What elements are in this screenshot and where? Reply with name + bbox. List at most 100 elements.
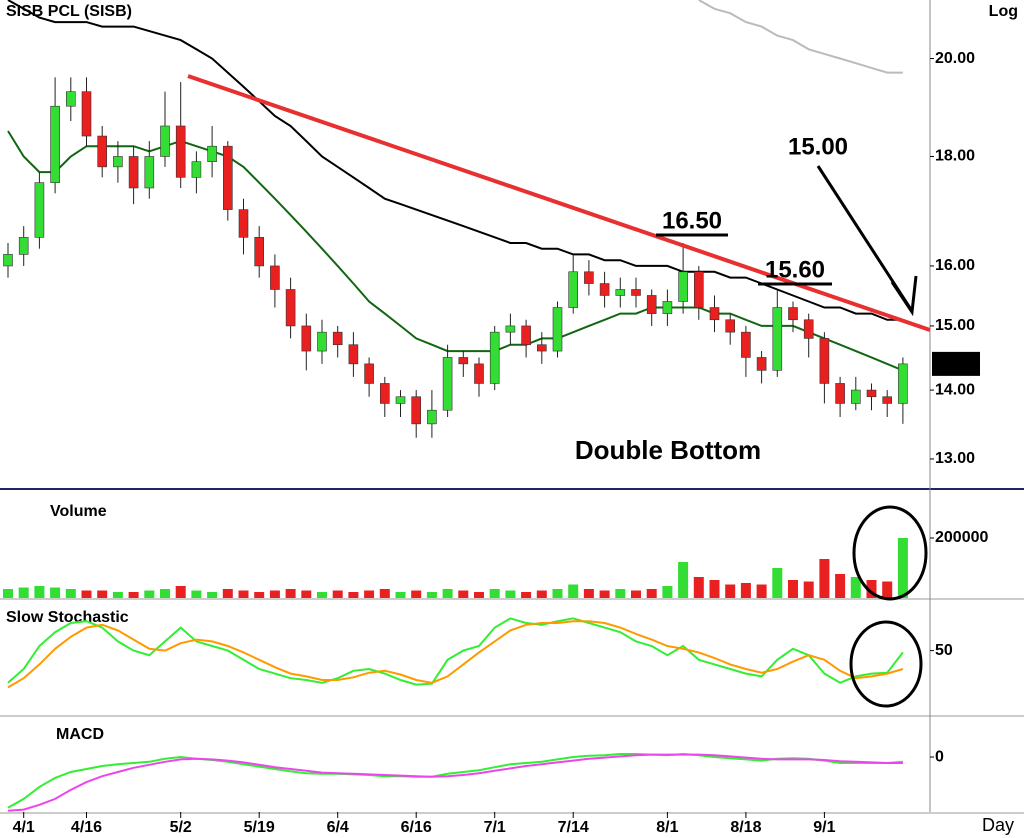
candle-body [662,301,673,314]
candle-body [160,125,170,157]
volume-bar [552,589,563,598]
volume-bar [81,590,92,598]
candle-body [568,271,579,308]
candle-body [81,91,92,137]
candle-body [631,289,641,296]
volume-bar [379,589,390,598]
volume-bar [474,592,484,598]
line [698,0,903,74]
candle-body [772,307,783,371]
volume-bar [364,590,375,598]
line [7,620,904,689]
x-tick-label: 5/2 [170,819,192,836]
y-tick-label: 200000 [935,529,988,546]
panel-title: Slow Stochastic [6,609,129,626]
candle-body [411,396,422,425]
arrow-head [890,275,918,317]
y-tick-label: 50 [935,642,953,659]
candle-body [505,325,516,333]
volume-bar [772,568,783,598]
volume-bar [426,592,437,598]
candle-body [144,156,155,189]
candle-body [693,271,704,308]
volume-bar [866,580,877,598]
candle-body [348,344,359,365]
candle-body [379,383,390,404]
y-tick-label: 13.00 [935,450,975,467]
volume-bar [191,590,202,598]
panel-title: MACD [56,726,104,743]
candle-body [175,125,186,178]
line [7,130,904,372]
volume-bar [489,589,500,598]
candle-body [882,396,893,404]
volume-bar [740,583,751,598]
candle-body [18,237,29,255]
candle-body [3,254,13,267]
candle-body [678,271,688,302]
candle-body [97,135,107,168]
candle-body [128,156,139,189]
volume-bar [254,592,265,598]
line [7,752,903,809]
candle-body [725,319,736,333]
x-tick-label: 7/14 [558,819,589,836]
candle-body [835,383,845,404]
annotations-layer: 16.50 15.60 15.00 Double Bottom [187,74,931,708]
x-tick-label: 9/1 [813,819,835,836]
last-price-box [932,351,980,376]
candle-body [646,295,657,314]
volume-bar [897,538,908,598]
volume-bar [348,592,359,598]
y-tick-label: 15.00 [935,317,975,334]
volume-bar [725,584,736,598]
volume-bar [756,584,767,598]
candle-body [898,363,908,404]
candle-body [223,145,233,210]
candle-body [474,363,484,384]
candle-body [788,307,798,321]
candle-body [285,289,296,327]
candle-body [803,319,814,339]
volume-bar [317,592,327,598]
chart-title: SISB PCL (SISB) [6,3,132,20]
volume-bar [207,592,218,598]
volume-bar [521,592,532,598]
annotation: 15.00 [788,133,848,160]
volume-bar [34,586,45,598]
x-axis-label: Day [982,815,1014,835]
volume-bar [285,589,296,598]
volume-bar [3,589,13,598]
volume-bar [112,592,123,598]
volume-bar [568,584,579,598]
candle-body [819,338,830,384]
candle-body [866,389,877,398]
line [7,0,903,321]
candle-body [50,105,60,183]
axis-label: Log [989,3,1018,20]
x-tick-label: 6/16 [401,819,432,836]
candle-body [427,409,437,425]
volume-bar [788,580,798,598]
volume-bar [144,590,155,598]
candle-body [317,331,327,352]
highlight-circle [852,505,928,601]
candle-body [442,357,453,411]
volume-bar [583,589,594,598]
volume-bar [709,580,720,598]
volume-bar [50,587,61,598]
y-tick-label: 18.00 [935,148,975,165]
x-tick-label: 5/19 [244,819,275,836]
candle-body [552,307,563,352]
volume-bar [803,581,814,598]
x-tick-label: 6/4 [327,819,349,836]
volume-bar [536,590,547,598]
candle-body [270,265,280,290]
volume-bar [882,581,893,598]
volume-bar [222,589,233,598]
volume-bar [678,562,689,598]
volume-bar [505,590,516,598]
y-tick-label: 14.00 [935,381,975,398]
